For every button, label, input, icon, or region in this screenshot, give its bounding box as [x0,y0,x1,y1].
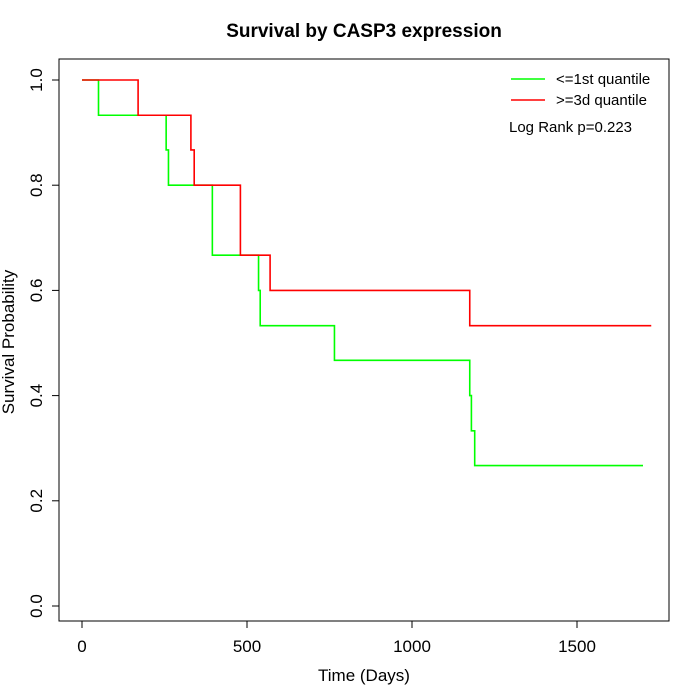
log-rank-annotation: Log Rank p=0.223 [509,119,632,136]
y-tick-label: 0.2 [27,489,46,513]
chart-title: Survival by CASP3 expression [226,21,502,42]
series-line-2 [82,79,652,327]
legend: <=1st quantile >=3d quantile [511,71,650,109]
y-tick-label: 0.6 [27,279,46,303]
y-tick-label: 0.0 [27,594,46,618]
x-tick-label: 1000 [393,637,431,656]
y-axis-label: Survival Probability [0,269,18,414]
series-layer [82,79,652,467]
y-tick-label: 0.4 [27,384,46,408]
legend-label-1: <=1st quantile [556,71,650,88]
x-tick-label: 500 [233,637,261,656]
series-line-1 [82,79,643,467]
plot-frame [58,58,670,622]
legend-label-2: >=3d quantile [556,92,647,109]
y-axis: 0.0 0.2 0.4 0.6 0.8 1.0 [27,68,60,618]
x-axis: 0 500 1000 1500 [77,620,596,656]
y-tick-label: 1.0 [27,68,46,92]
x-tick-label: 0 [77,637,86,656]
x-axis-label: Time (Days) [318,666,410,685]
x-tick-label: 1500 [558,637,596,656]
y-tick-label: 0.8 [27,173,46,197]
